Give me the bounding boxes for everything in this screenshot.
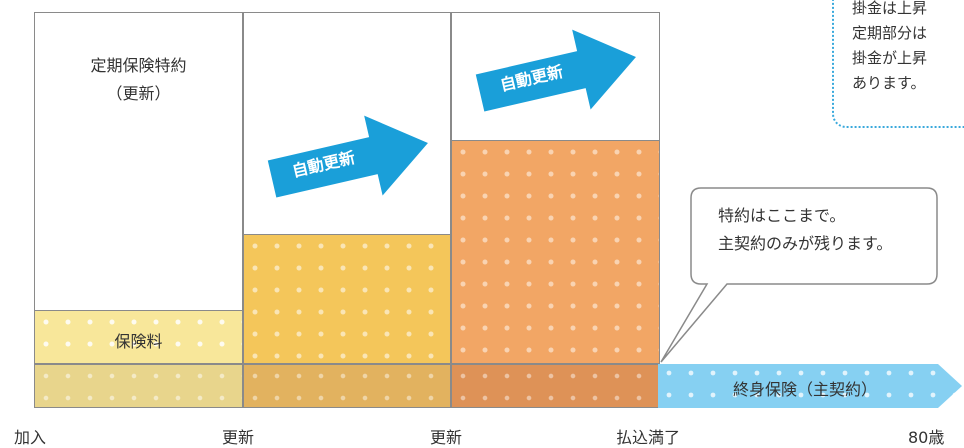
whole-life-bar bbox=[658, 364, 962, 408]
premium-block-third bbox=[451, 140, 660, 364]
column-first-frame bbox=[34, 12, 243, 364]
base-block-first bbox=[34, 364, 243, 408]
timeline-tick-renew-2: 更新 bbox=[430, 428, 463, 447]
callout-text: 特約はここまで。 主契約のみが残ります。 bbox=[718, 202, 892, 258]
callout-line-2: 主契約のみが残ります。 bbox=[718, 234, 893, 253]
base-block-third bbox=[451, 364, 660, 408]
rider-subtitle: （更新） bbox=[106, 84, 171, 103]
top-note-line-2: 定期部分は bbox=[852, 24, 928, 42]
auto-renew-arrow-2 bbox=[475, 29, 636, 112]
timeline-tick-join: 加入 bbox=[14, 428, 47, 447]
base-block-second bbox=[243, 364, 451, 408]
premium-block-first bbox=[34, 310, 243, 364]
top-note-line-3: 掛金が上昇 bbox=[852, 49, 928, 67]
timeline-tick-renew-1: 更新 bbox=[222, 428, 255, 447]
premium-block-second bbox=[243, 234, 451, 364]
timeline-tick-age-80: 80歳 bbox=[908, 428, 945, 447]
top-note: 掛金は上昇 定期部分は 掛金が上昇 あります。 bbox=[832, 0, 964, 128]
whole-life-label: 終身保険（主契約） bbox=[732, 380, 877, 399]
timeline-tick-paid-up: 払込満了 bbox=[616, 428, 681, 447]
premium-label: 保険料 bbox=[114, 332, 163, 351]
rider-title: 定期保険特約 bbox=[90, 56, 187, 75]
top-note-line-1: 掛金は上昇 bbox=[852, 0, 928, 17]
top-note-line-4: あります。 bbox=[852, 74, 926, 92]
callout-bubble bbox=[660, 187, 938, 363]
auto-renew-arrow-1 bbox=[267, 115, 428, 198]
callout-line-1: 特約はここまで。 bbox=[718, 206, 846, 225]
